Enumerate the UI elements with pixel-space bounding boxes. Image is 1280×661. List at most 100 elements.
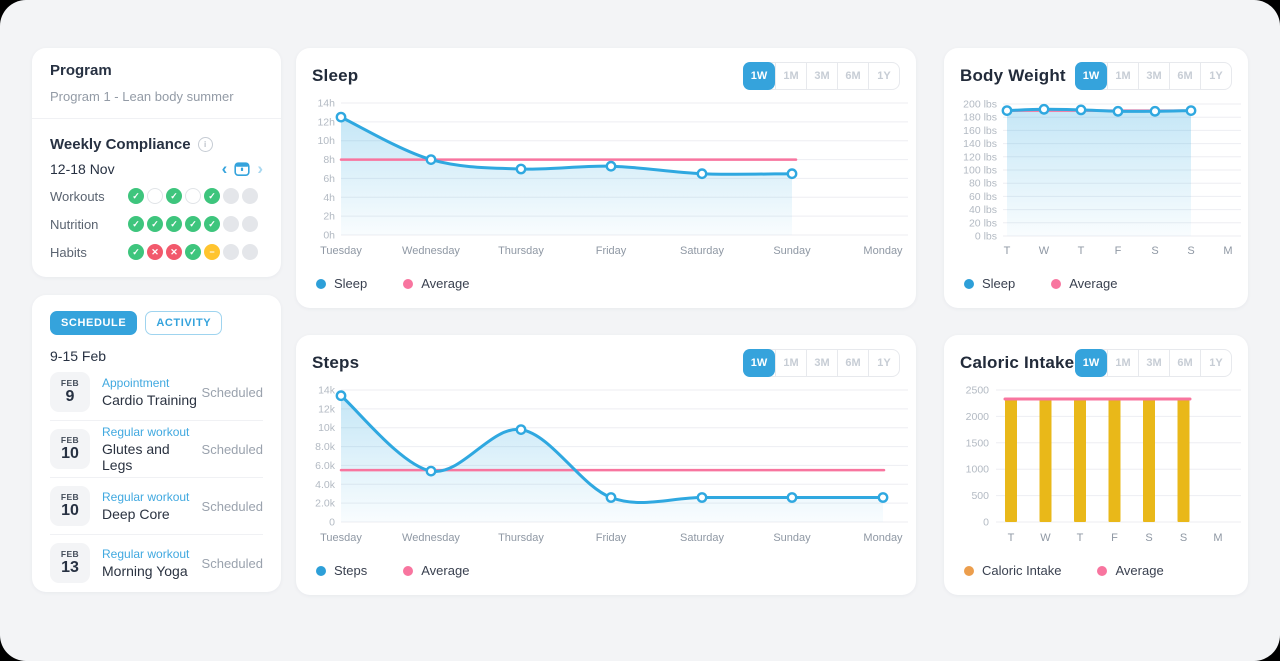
compliance-row: Nutrition ✓ ✓ ✓ ✓ ✓ — [50, 216, 263, 232]
compliance-date-range: 12-18 Nov — [50, 161, 115, 177]
legend-dot-icon — [403, 565, 414, 576]
status-done-icon: ✓ — [204, 216, 220, 232]
legend-dot-icon — [403, 278, 414, 289]
range-tab-1m[interactable]: 1M — [775, 350, 806, 376]
schedule-event-row[interactable]: FEB 13 Regular workout Morning Yoga Schedule… — [50, 534, 263, 591]
svg-text:Saturday: Saturday — [680, 532, 725, 544]
range-tab-1w[interactable]: 1W — [743, 349, 775, 377]
event-type-label: Regular workout — [102, 490, 190, 504]
svg-text:2.0k: 2.0k — [315, 498, 336, 510]
status-none-icon — [223, 244, 239, 260]
range-tab-3m[interactable]: 3M — [806, 350, 837, 376]
legend-label: Sleep — [982, 276, 1016, 291]
schedule-event-row[interactable]: FEB 10 Regular workout Glutes and Legs Sched… — [50, 420, 263, 477]
range-tab-1m[interactable]: 1M — [775, 63, 806, 89]
svg-text:Monday: Monday — [863, 532, 903, 544]
svg-text:0: 0 — [983, 517, 989, 529]
schedule-event-row[interactable]: FEB 9 Appointment Cardio Training Scheduled — [50, 364, 263, 420]
svg-text:80 lbs: 80 lbs — [969, 178, 997, 190]
status-done-icon: ✓ — [128, 216, 144, 232]
range-tab-6m[interactable]: 6M — [1169, 63, 1200, 89]
chevron-left-icon[interactable]: ‹ — [221, 159, 228, 178]
weekly-compliance-title: Weekly Compliance — [50, 136, 191, 153]
svg-text:10k: 10k — [318, 422, 336, 434]
svg-text:W: W — [1039, 245, 1050, 257]
svg-text:S: S — [1180, 532, 1187, 544]
schedule-tabs: SCHEDULE ACTIVITY — [50, 311, 263, 335]
svg-text:14k: 14k — [318, 385, 336, 397]
svg-text:T: T — [1008, 532, 1015, 544]
svg-text:T: T — [1077, 532, 1084, 544]
svg-text:8.0k: 8.0k — [315, 441, 336, 453]
svg-text:14h: 14h — [317, 98, 335, 110]
svg-text:6.0k: 6.0k — [315, 460, 336, 472]
caloric-intake-range-tabs: 1W 1M 3M 6M 1Y — [1075, 349, 1232, 377]
sleep-range-tabs: 1W 1M 3M 6M 1Y — [743, 62, 900, 90]
calendar-icon[interactable] — [234, 161, 250, 177]
range-tab-6m[interactable]: 6M — [837, 63, 868, 89]
compliance-row-label: Nutrition — [50, 216, 99, 232]
range-tab-1w[interactable]: 1W — [743, 62, 775, 90]
svg-text:12k: 12k — [318, 403, 336, 415]
legend-item-average: Average — [403, 563, 469, 578]
status-done-icon: ✓ — [128, 188, 144, 204]
body-weight-chart-legend: Sleep Average — [964, 276, 1248, 291]
svg-text:4h: 4h — [323, 192, 335, 204]
svg-text:4.0k: 4.0k — [315, 479, 336, 491]
status-none-icon — [242, 216, 258, 232]
event-name: Deep Core — [102, 506, 170, 522]
event-day: 13 — [61, 559, 79, 577]
range-tab-3m[interactable]: 3M — [806, 63, 837, 89]
svg-text:Wednesday: Wednesday — [402, 245, 460, 257]
range-tab-1y[interactable]: 1Y — [868, 350, 899, 376]
range-tab-1y[interactable]: 1Y — [1200, 350, 1231, 376]
tab-activity[interactable]: ACTIVITY — [145, 311, 223, 335]
status-none-icon — [223, 216, 239, 232]
range-tab-1m[interactable]: 1M — [1107, 350, 1138, 376]
svg-text:100 lbs: 100 lbs — [963, 165, 997, 177]
caloric-intake-chart-legend: Caloric Intake Average — [964, 563, 1248, 578]
legend-dot-icon — [1051, 278, 1062, 289]
range-tab-6m[interactable]: 6M — [1169, 350, 1200, 376]
range-tab-3m[interactable]: 3M — [1138, 63, 1169, 89]
range-tab-1y[interactable]: 1Y — [868, 63, 899, 89]
body-weight-chart-title: Body Weight — [960, 66, 1066, 85]
range-tab-3m[interactable]: 3M — [1138, 350, 1169, 376]
info-icon[interactable]: i — [197, 137, 213, 152]
range-tab-1m[interactable]: 1M — [1107, 63, 1138, 89]
event-name: Morning Yoga — [102, 563, 188, 579]
svg-text:S: S — [1187, 245, 1194, 257]
tab-schedule[interactable]: SCHEDULE — [50, 311, 138, 335]
range-tab-1y[interactable]: 1Y — [1200, 63, 1231, 89]
event-day: 10 — [61, 502, 79, 520]
caloric-intake-card: Caloric Intake 1W 1M 3M 6M 1Y 2500 2000 1500 10… — [944, 335, 1248, 595]
svg-text:6h: 6h — [323, 173, 335, 185]
status-skip-icon: − — [204, 244, 220, 260]
event-date-badge: FEB 13 — [50, 543, 90, 583]
svg-text:0 lbs: 0 lbs — [975, 231, 997, 243]
status-fail-icon: ✕ — [147, 244, 163, 260]
compliance-row-label: Habits — [50, 244, 87, 260]
svg-text:M: M — [1213, 532, 1222, 544]
status-done-icon: ✓ — [147, 216, 163, 232]
sleep-chart-title: Sleep — [312, 66, 359, 85]
program-subtitle: Program 1 - Lean body summer — [50, 89, 234, 104]
range-tab-1w[interactable]: 1W — [1075, 349, 1107, 377]
event-month: FEB — [60, 435, 80, 446]
range-tab-6m[interactable]: 6M — [837, 350, 868, 376]
svg-text:0h: 0h — [323, 230, 335, 242]
schedule-event-row[interactable]: FEB 10 Regular workout Deep Core Scheduled — [50, 477, 263, 534]
event-status: Scheduled — [201, 384, 263, 400]
svg-text:200 lbs: 200 lbs — [963, 99, 997, 111]
sleep-card: Sleep 1W 1M 3M 6M 1Y 14h 12h 10h 8h 6h 4h 2h 0h Tues… — [296, 48, 916, 308]
divider — [32, 118, 281, 119]
legend-dot-icon — [316, 565, 326, 576]
svg-text:T: T — [1078, 245, 1085, 257]
chevron-right-icon[interactable]: › — [257, 159, 263, 178]
svg-text:Tuesday: Tuesday — [320, 245, 362, 257]
svg-text:S: S — [1145, 532, 1152, 544]
svg-text:8h: 8h — [323, 154, 335, 166]
range-tab-1w[interactable]: 1W — [1075, 62, 1107, 90]
svg-text:Sunday: Sunday — [773, 245, 811, 257]
